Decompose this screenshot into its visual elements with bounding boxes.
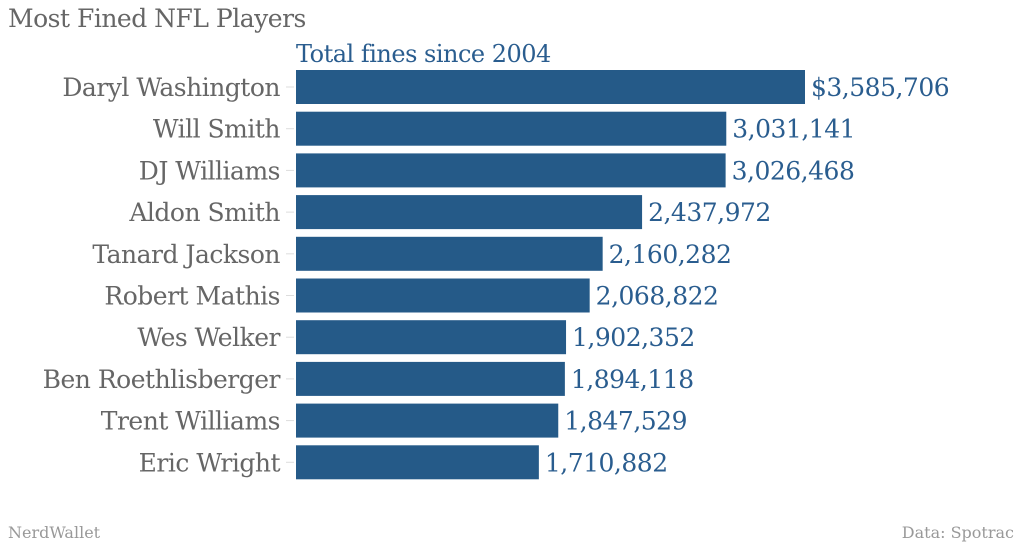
category-label: Aldon Smith	[128, 198, 280, 227]
bar	[296, 278, 590, 313]
bar	[296, 70, 805, 104]
value-label: 3,026,468	[732, 156, 855, 185]
chart-subtitle: Total fines since 2004	[296, 40, 551, 68]
value-label: 1,902,352	[572, 323, 695, 352]
bar	[296, 153, 726, 188]
category-label: Trent Williams	[101, 407, 280, 436]
bar	[296, 236, 603, 271]
footer-source: Data: Spotrac	[901, 523, 1014, 542]
category-label: Tanard Jackson	[92, 240, 280, 269]
category-label: Robert Mathis	[104, 282, 280, 311]
footer-credit: NerdWallet	[8, 523, 101, 542]
category-label: Wes Welker	[137, 323, 280, 352]
value-label: 1,710,882	[545, 448, 668, 477]
bar	[296, 445, 539, 480]
bar	[296, 361, 565, 396]
value-label: $3,585,706	[811, 73, 949, 102]
value-label: 2,437,972	[648, 198, 771, 227]
value-label: 1,847,529	[564, 407, 687, 436]
bar	[296, 320, 567, 355]
bar	[296, 111, 727, 146]
value-label: 1,894,118	[571, 365, 694, 394]
bar	[296, 403, 559, 438]
value-label: 2,160,282	[609, 240, 732, 269]
category-label: Daryl Washington	[62, 73, 280, 102]
category-label: Eric Wright	[139, 448, 281, 477]
chart-title: Most Fined NFL Players	[8, 4, 306, 33]
value-label: 2,068,822	[596, 282, 719, 311]
value-label: 3,031,141	[732, 115, 855, 144]
category-label: Ben Roethlisberger	[43, 365, 281, 394]
category-label: Will Smith	[153, 115, 281, 144]
category-label: DJ Williams	[139, 156, 280, 185]
bar	[296, 195, 643, 230]
